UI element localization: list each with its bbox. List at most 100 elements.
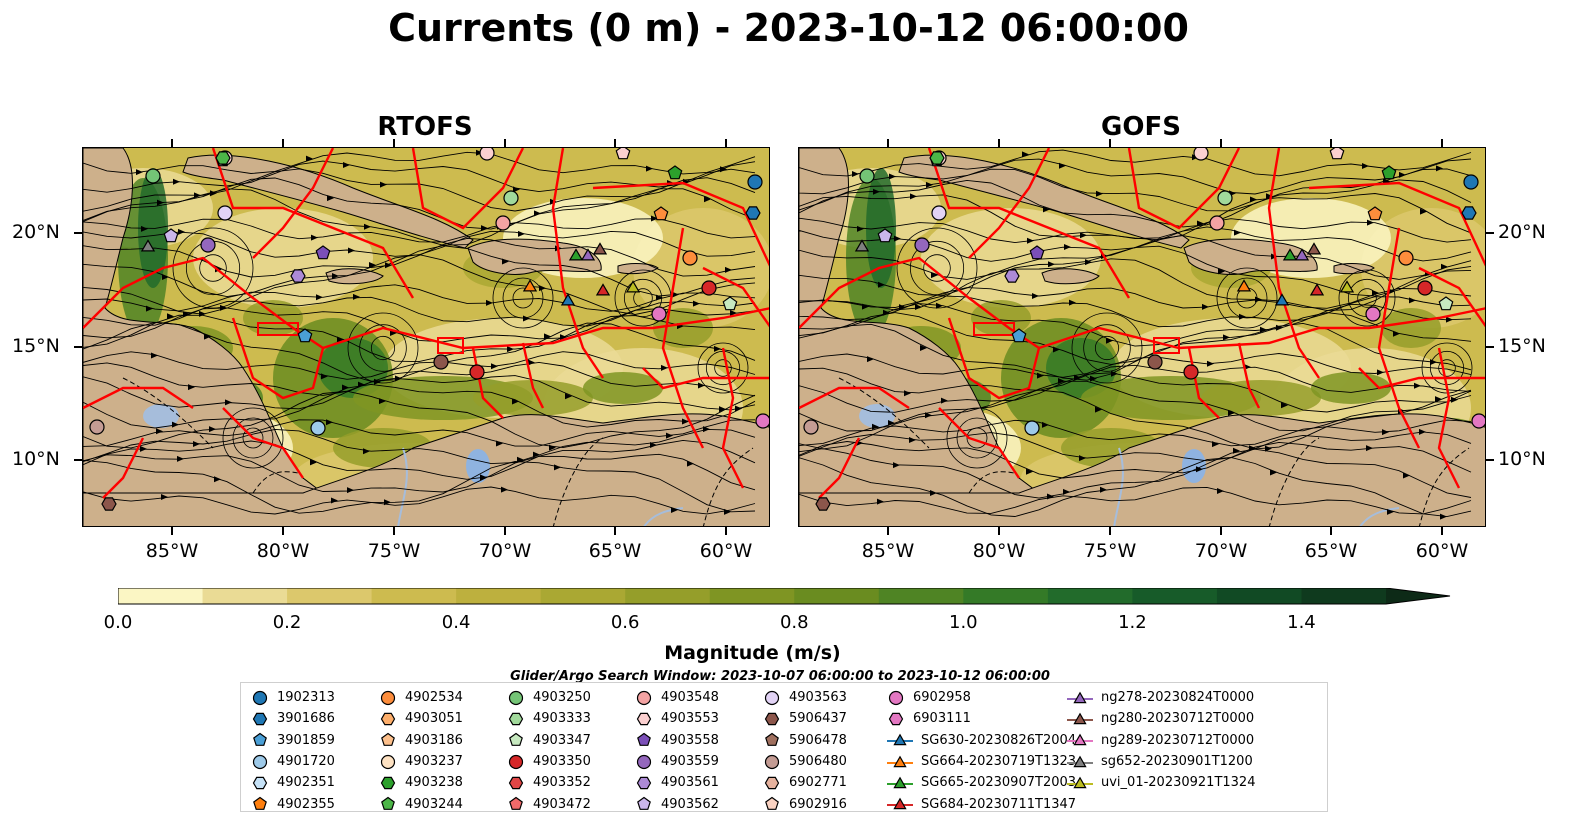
legend-marker-icon bbox=[764, 712, 780, 726]
float-marker bbox=[1471, 413, 1485, 429]
legend-label: 3901859 bbox=[277, 732, 335, 748]
figure-title: Currents (0 m) - 2023-10-12 06:00:00 bbox=[388, 6, 1189, 50]
legend-label: 4903238 bbox=[405, 775, 463, 791]
legend-label: ng289-20230712T0000 bbox=[1101, 732, 1255, 748]
colorbar-label: Magnitude (m/s) bbox=[664, 642, 841, 664]
float-marker bbox=[854, 239, 870, 252]
float-marker bbox=[1274, 293, 1290, 306]
legend-item: 4903559 bbox=[635, 751, 719, 772]
tick-mark bbox=[1486, 459, 1494, 461]
legend-label: SG630-20230826T2004 bbox=[921, 732, 1077, 748]
legend-marker-icon bbox=[380, 712, 396, 726]
legend-label: 6902916 bbox=[789, 796, 847, 812]
legend-item: SG684-20230711T1347 bbox=[887, 793, 1076, 814]
float-marker bbox=[803, 419, 819, 435]
legend-label: 4903250 bbox=[533, 690, 591, 706]
gofs-current-map bbox=[798, 147, 1486, 527]
legend-marker-icon bbox=[381, 732, 395, 747]
legend-marker-icon bbox=[1073, 691, 1087, 703]
legend-item: 3901859 bbox=[251, 730, 335, 751]
legend-item: SG665-20230907T2003 bbox=[887, 772, 1076, 793]
float-marker bbox=[200, 237, 216, 253]
lon-tick-label: 65°W bbox=[588, 540, 642, 562]
lat-tick-label: 10°N bbox=[12, 448, 60, 470]
float-marker bbox=[747, 174, 763, 190]
colorbar-tick-label: 0.4 bbox=[441, 612, 471, 633]
float-marker bbox=[522, 279, 538, 292]
colorbar-tick-label: 1.2 bbox=[1118, 612, 1147, 633]
float-marker bbox=[310, 420, 326, 436]
legend-marker-icon bbox=[508, 754, 524, 769]
legend-marker-icon bbox=[380, 690, 396, 705]
tick-mark bbox=[614, 527, 616, 535]
legend-item: 4903237 bbox=[379, 751, 463, 772]
rtofs-current-map bbox=[82, 147, 770, 527]
tick-mark bbox=[1441, 139, 1443, 147]
float-marker bbox=[215, 151, 231, 165]
tick-mark bbox=[1109, 139, 1111, 147]
legend-label: 4903347 bbox=[533, 732, 591, 748]
legend-label: 6902958 bbox=[913, 690, 971, 706]
legend-label: 4903244 bbox=[405, 796, 463, 812]
legend-item: 4902355 bbox=[251, 793, 335, 814]
legend-marker-icon bbox=[1073, 776, 1087, 789]
tick-mark bbox=[393, 139, 395, 147]
float-marker bbox=[290, 269, 306, 283]
legend-marker-icon bbox=[637, 732, 651, 747]
float-marker bbox=[1463, 174, 1479, 190]
legend-marker-icon bbox=[1073, 755, 1087, 767]
float-marker bbox=[1306, 242, 1322, 255]
float-marker bbox=[701, 280, 717, 296]
float-marker bbox=[1329, 148, 1345, 160]
tick-mark bbox=[1220, 139, 1222, 147]
tick-mark bbox=[1330, 527, 1332, 535]
legend-label: 6902771 bbox=[789, 775, 847, 791]
legend-marker-icon bbox=[893, 733, 907, 746]
legend-marker-icon bbox=[764, 754, 780, 769]
legend-item: 4903244 bbox=[379, 793, 463, 814]
float-marker bbox=[1294, 248, 1310, 261]
legend-item: 3901686 bbox=[251, 708, 335, 729]
legend-marker-icon bbox=[893, 797, 907, 810]
legend-label: 4903051 bbox=[405, 711, 463, 727]
tick-mark bbox=[74, 232, 82, 234]
legend-marker-icon bbox=[636, 690, 652, 705]
legend-label: 4903562 bbox=[661, 796, 719, 812]
legend-item: 6902771 bbox=[763, 772, 847, 793]
float-marker bbox=[592, 242, 608, 255]
legend-label: 4902351 bbox=[277, 775, 335, 791]
colorbar-tick-label: 1.0 bbox=[949, 612, 978, 633]
legend: 1902313 3901686 3901859 4901720 4902351 49023… bbox=[240, 682, 1328, 812]
legend-marker-icon bbox=[1073, 712, 1087, 725]
float-marker bbox=[101, 497, 117, 511]
legend-item: 4903561 bbox=[635, 772, 719, 793]
legend-item: 4903333 bbox=[507, 708, 591, 729]
legend-label: SG684-20230711T1347 bbox=[921, 796, 1077, 812]
colorbar-tick-label: 0.0 bbox=[103, 612, 133, 633]
legend-item: 5906480 bbox=[763, 751, 847, 772]
lat-tick-label: 20°N bbox=[1498, 221, 1546, 243]
legend-marker-icon bbox=[636, 754, 652, 769]
legend-marker-icon bbox=[764, 690, 780, 705]
legend-marker-icon bbox=[765, 796, 779, 811]
lon-tick-label: 65°W bbox=[1304, 540, 1358, 562]
tick-mark bbox=[1486, 232, 1494, 234]
tick-mark bbox=[887, 139, 889, 147]
float-marker bbox=[297, 328, 313, 343]
legend-label: 4903350 bbox=[533, 754, 591, 770]
float-marker bbox=[1183, 364, 1199, 380]
float-marker bbox=[1381, 165, 1397, 180]
legend-label: 4902534 bbox=[405, 690, 463, 706]
lon-tick-label: 75°W bbox=[367, 540, 421, 562]
legend-item: ng289-20230712T0000 bbox=[1067, 730, 1255, 751]
legend-label: sg652-20230901T1200 bbox=[1101, 754, 1253, 770]
float-marker bbox=[145, 168, 161, 184]
legend-item: 6903111 bbox=[887, 708, 1076, 729]
legend-marker-icon bbox=[253, 732, 267, 747]
colorbar bbox=[118, 588, 1451, 605]
legend-label: ng278-20230824T0000 bbox=[1101, 690, 1255, 706]
tick-mark bbox=[74, 346, 82, 348]
lon-tick-label: 80°W bbox=[256, 540, 310, 562]
tick-mark bbox=[1109, 527, 1111, 535]
legend-marker-icon bbox=[253, 796, 267, 811]
